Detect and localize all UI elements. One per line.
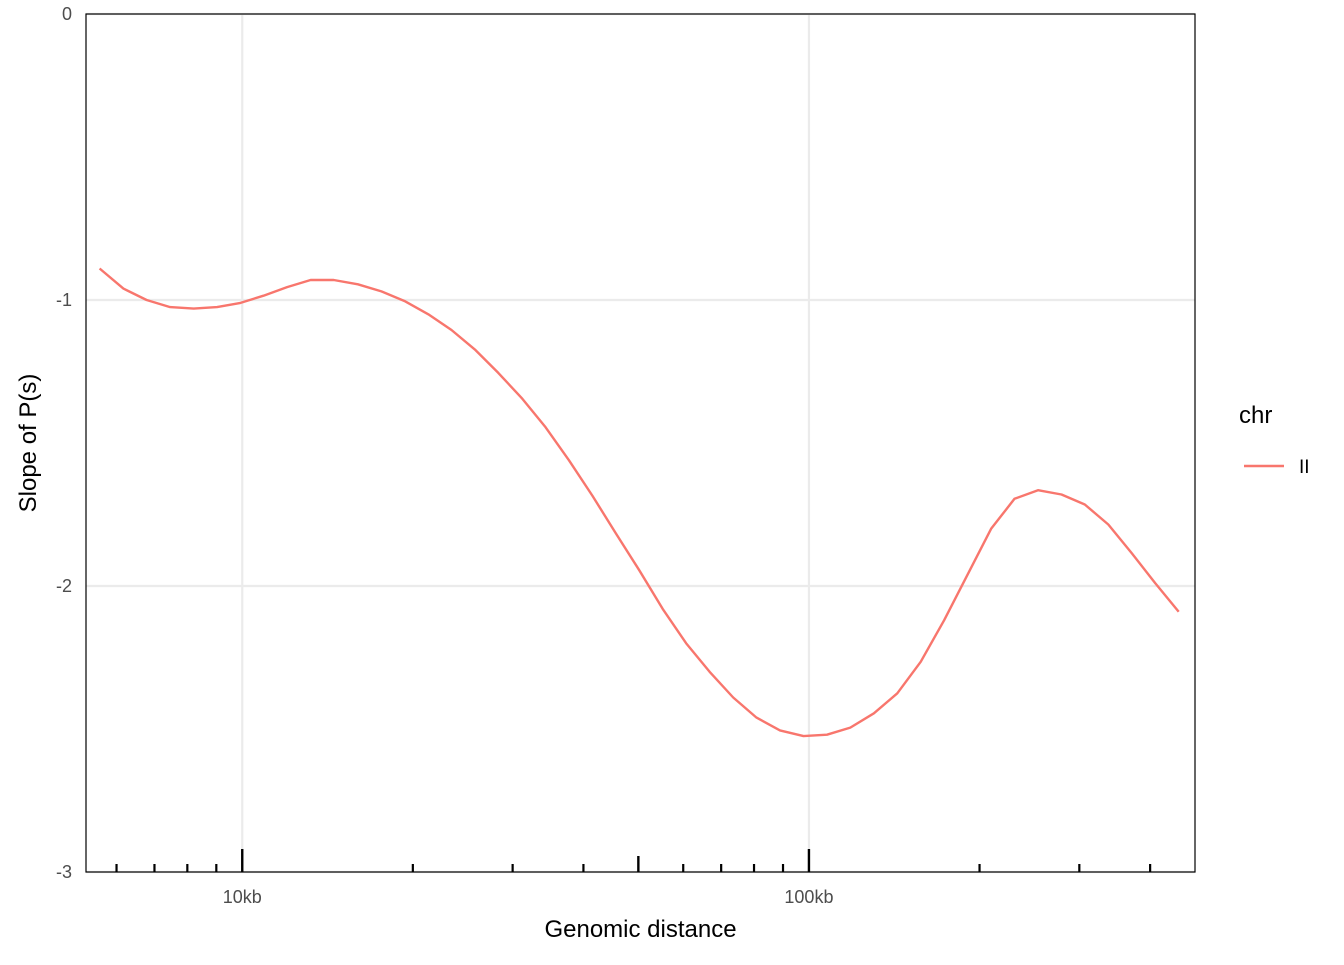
y-tick-label: -3 — [56, 862, 72, 882]
y-axis-ticks: 0 -1 -2 -3 — [56, 4, 72, 882]
legend: chr II — [1239, 402, 1310, 478]
legend-title: chr — [1239, 402, 1272, 429]
y-tick-label: -2 — [56, 576, 72, 596]
plot-panel-border — [85, 13, 1196, 873]
rug-ticks — [115, 849, 1152, 872]
legend-label: II — [1299, 457, 1310, 478]
series-line-II — [98, 267, 1180, 738]
x-axis-title: Genomic distance — [544, 916, 736, 943]
series-layer — [98, 267, 1180, 738]
x-axis-ticks: 10kb 100kb — [223, 887, 834, 907]
y-axis-title: Slope of P(s) — [15, 374, 42, 513]
y-tick-label: -1 — [56, 290, 72, 310]
grid — [86, 12, 1195, 874]
legend-entries: II — [1244, 457, 1310, 478]
y-tick-label: 0 — [62, 4, 72, 24]
x-tick-label: 100kb — [784, 887, 833, 907]
x-tick-label: 10kb — [223, 887, 262, 907]
